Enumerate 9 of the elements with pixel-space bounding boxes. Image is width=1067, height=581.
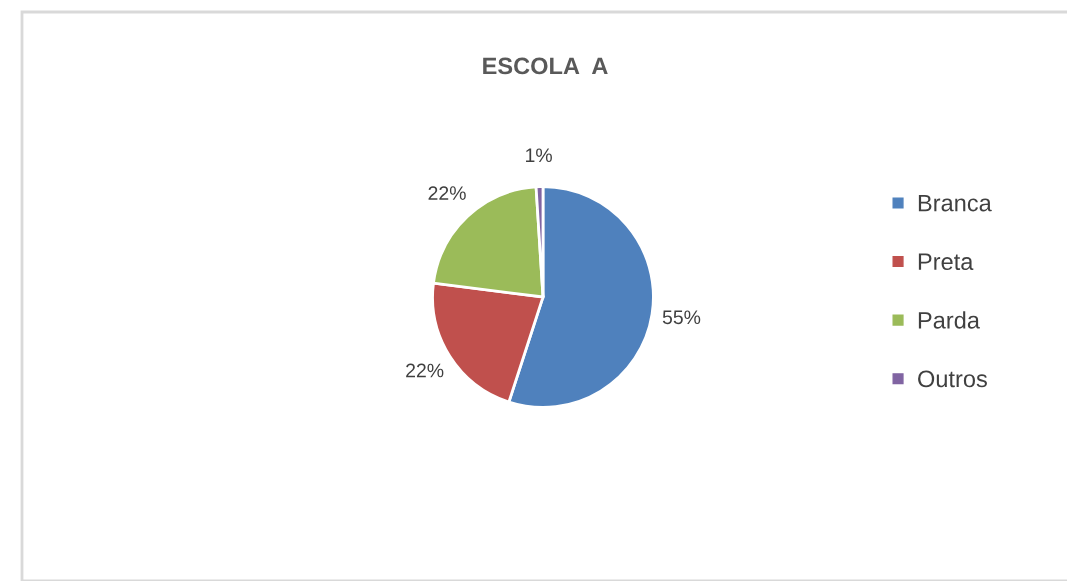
data-label: 22% [428,186,466,200]
legend-label: Branca [918,194,992,212]
legend-label: Preta [918,253,974,271]
legend-label: Outros [918,370,987,388]
data-label: 22% [406,363,444,378]
data-label: 1% [526,148,552,162]
legend-label: Parda [918,311,980,329]
data-label: 55% [662,310,701,325]
chart-title: ESCOLA A [483,57,608,75]
